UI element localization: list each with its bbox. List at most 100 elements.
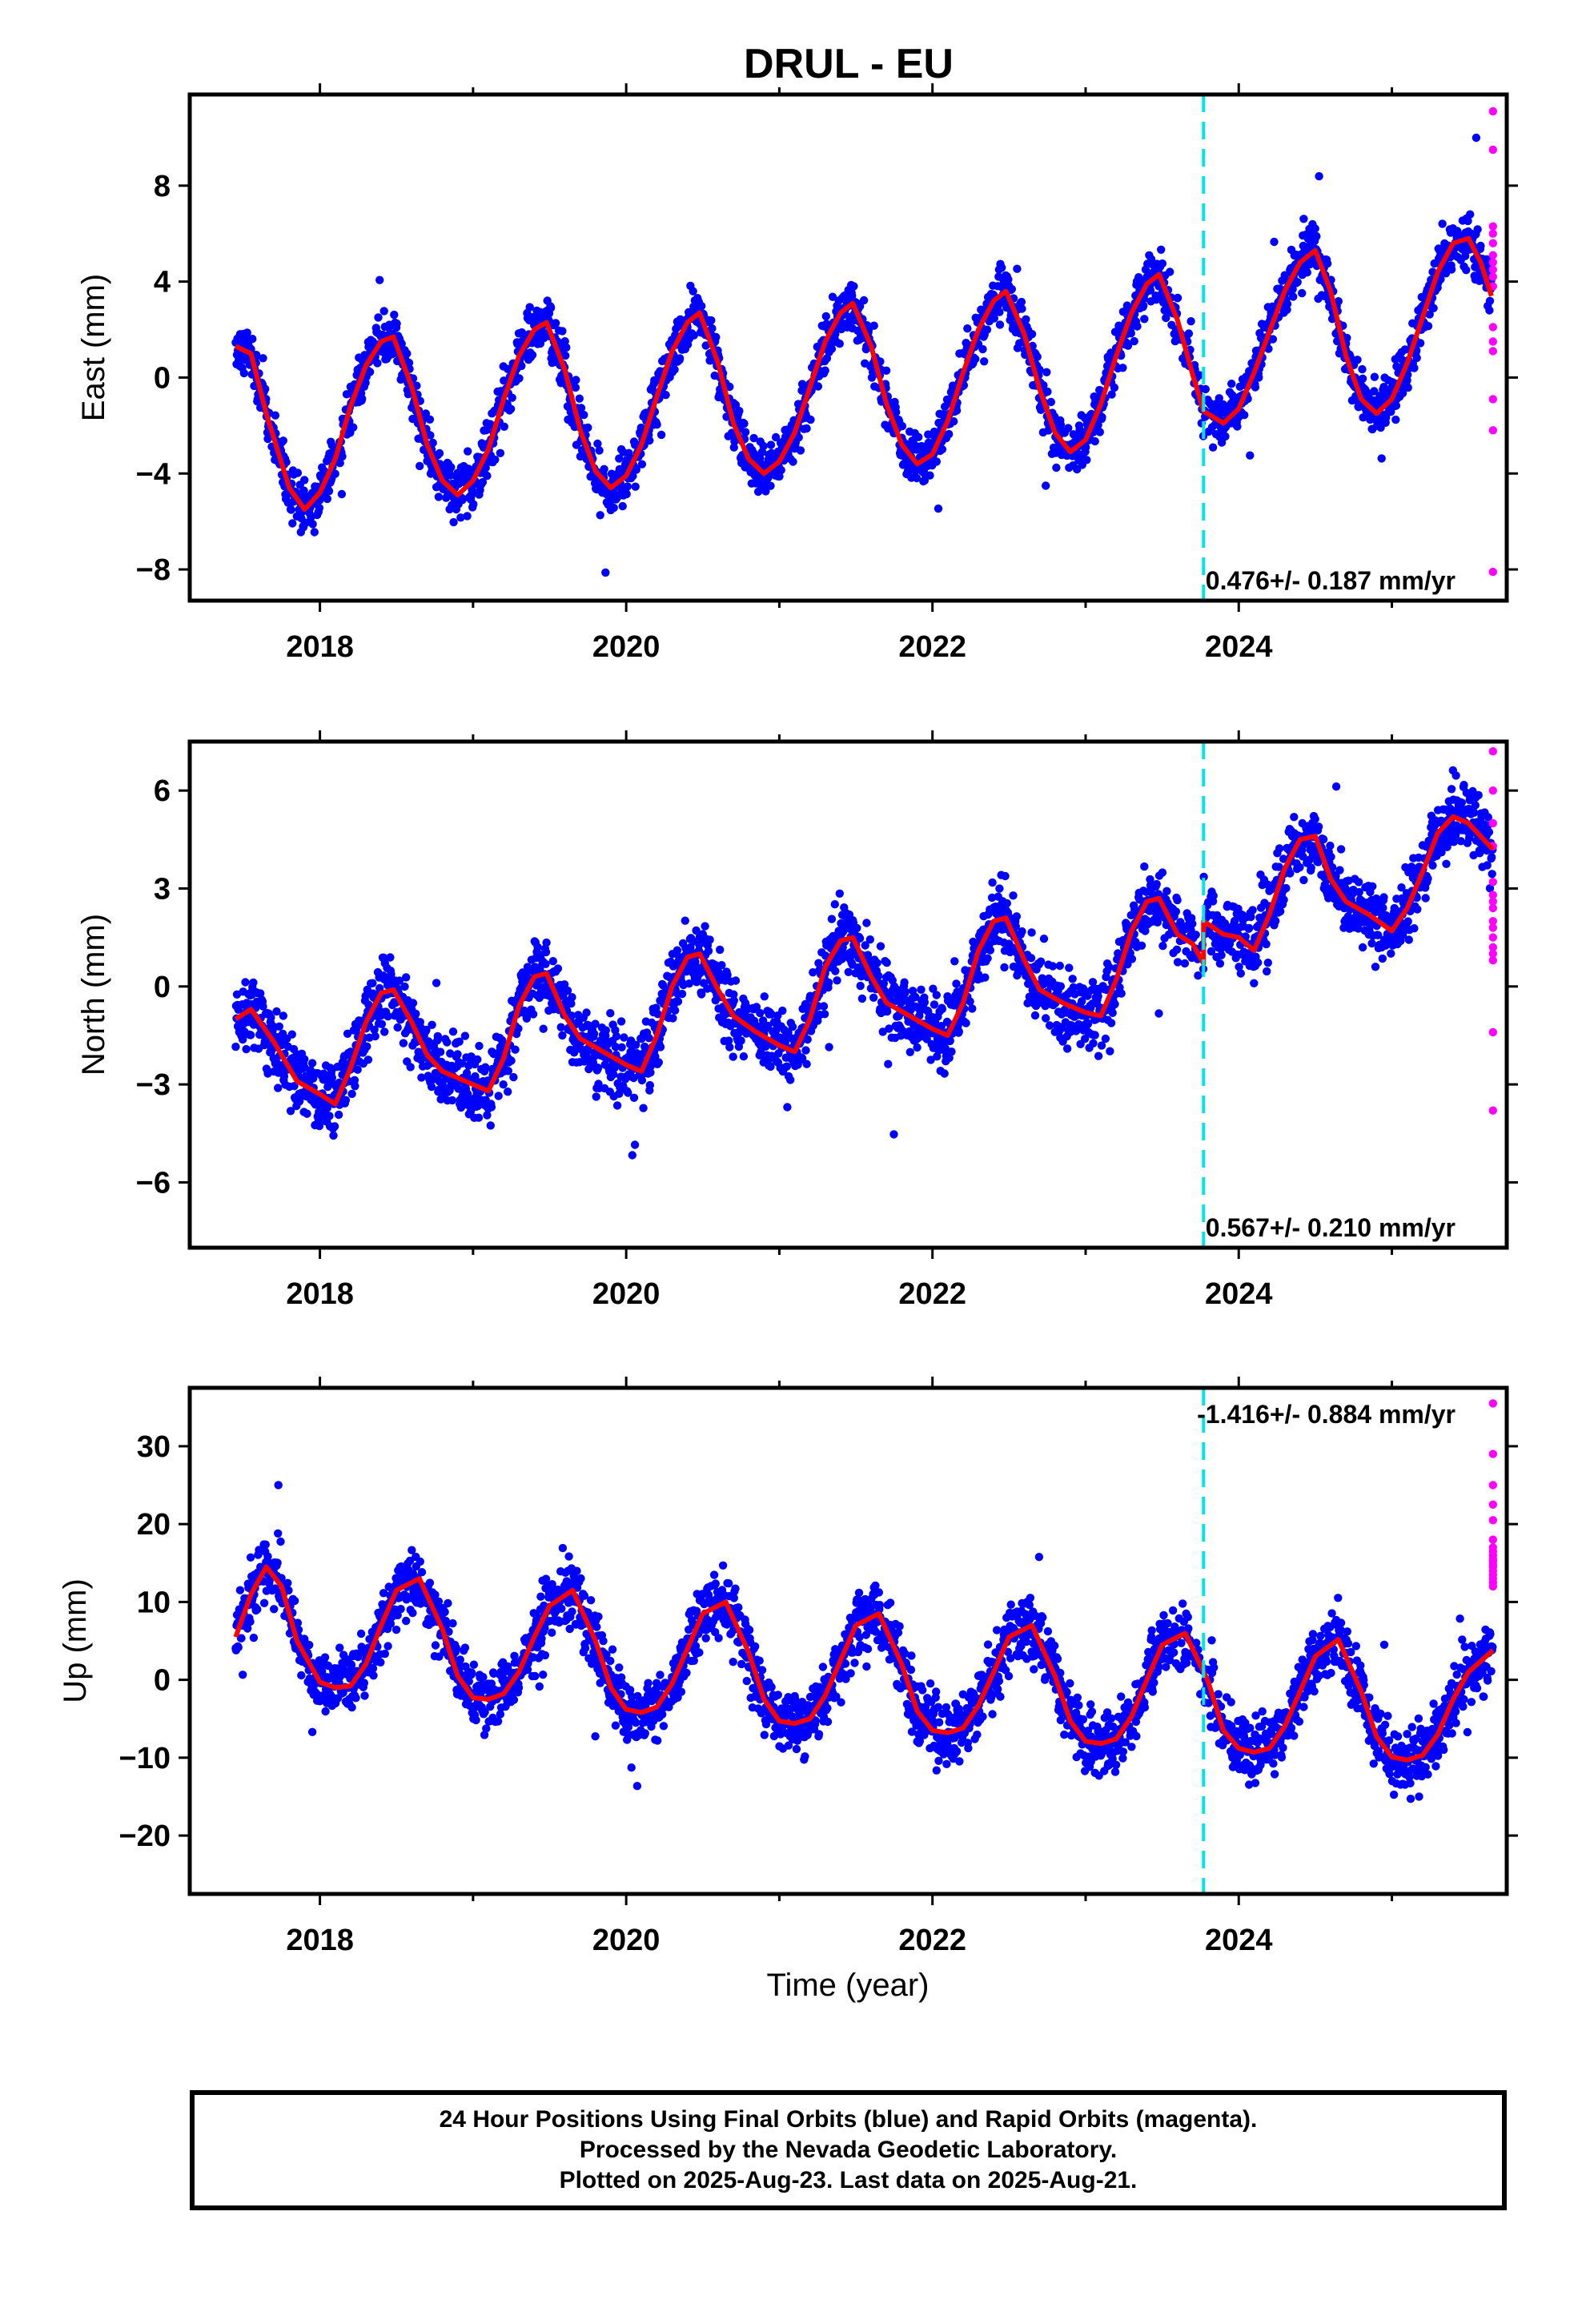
final-orbit-point [609, 1070, 618, 1079]
x-tick-label: 2018 [286, 630, 354, 664]
final-orbit-point [874, 971, 883, 980]
final-orbit-point [653, 1010, 662, 1019]
final-orbit-point [963, 324, 972, 333]
final-orbit-point [1370, 387, 1379, 396]
final-orbit-point [287, 1030, 296, 1039]
final-orbit-point [617, 1043, 626, 1052]
final-orbit-point [876, 942, 885, 951]
final-orbit-point [1154, 1009, 1163, 1018]
final-orbit-point [1152, 879, 1161, 889]
final-orbit-point [835, 340, 845, 348]
final-orbit-point [1080, 1035, 1090, 1043]
final-orbit-point [1270, 237, 1279, 247]
final-orbit-point [324, 487, 334, 496]
final-orbit-point [764, 1021, 773, 1031]
final-orbit-point [929, 984, 938, 993]
final-orbit-point [546, 304, 556, 312]
final-orbit-point [1106, 1019, 1116, 1027]
final-orbit-point [756, 1008, 765, 1018]
final-orbit-point [689, 287, 697, 296]
final-orbit-point [584, 423, 592, 432]
final-orbit-point [821, 312, 831, 321]
final-orbit-point [571, 383, 580, 392]
final-orbit-point [940, 1069, 949, 1078]
final-orbit-point [708, 324, 717, 333]
final-orbit-point [632, 465, 640, 474]
final-orbit-point [689, 331, 698, 340]
final-orbit-point [844, 967, 853, 977]
final-orbit-point [669, 1014, 677, 1023]
final-orbit-point [562, 343, 571, 352]
final-orbit-point [558, 1031, 567, 1040]
y-tick-label: −4 [136, 457, 171, 491]
final-orbit-point [591, 1019, 600, 1028]
final-orbit-point [346, 1047, 355, 1056]
final-orbit-point [892, 408, 901, 416]
final-orbit-point [988, 878, 997, 887]
final-orbit-point [473, 1055, 482, 1064]
final-orbit-point [938, 1004, 947, 1014]
final-orbit-point [912, 473, 921, 483]
final-orbit-point [412, 381, 421, 390]
final-orbit-point [436, 1047, 445, 1056]
final-orbit-point [1476, 241, 1485, 251]
final-orbit-point [786, 1076, 795, 1084]
final-orbit-point [1107, 390, 1116, 399]
final-orbit-point [1013, 264, 1022, 273]
final-orbit-point [934, 504, 943, 513]
final-orbit-point [1311, 224, 1319, 233]
final-orbit-point [737, 1036, 745, 1045]
final-orbit-point [469, 500, 478, 509]
final-orbit-point [731, 976, 741, 985]
final-orbit-point [1298, 288, 1307, 298]
final-orbit-point [1425, 310, 1434, 319]
final-orbit-point [1002, 899, 1012, 908]
final-orbit-point [231, 1042, 240, 1051]
final-orbit-point [248, 335, 257, 344]
final-orbit-point [945, 429, 954, 439]
final-orbit-point [1343, 333, 1351, 343]
final-orbit-point [636, 423, 645, 432]
final-orbit-point [1042, 481, 1050, 490]
final-orbit-point [1068, 975, 1077, 983]
final-orbit-point [670, 365, 679, 374]
final-orbit-point [697, 302, 706, 311]
final-orbit-point [507, 1056, 516, 1065]
final-orbit-point [882, 959, 891, 967]
final-orbit-point [830, 900, 840, 909]
final-orbit-point [315, 504, 324, 513]
final-orbit-point [624, 448, 633, 457]
final-orbit-point [533, 943, 542, 952]
y-axis-label: East (mm) [76, 274, 111, 421]
rapid-orbit-point [1488, 395, 1498, 404]
final-orbit-point [1208, 443, 1218, 452]
final-orbit-point [671, 1006, 680, 1015]
final-orbit-point [1186, 317, 1195, 326]
final-orbit-point [592, 1092, 600, 1101]
final-orbit-point [914, 432, 923, 441]
final-orbit-point [448, 1027, 458, 1036]
final-orbit-point [1215, 394, 1224, 403]
final-orbit-point [752, 1003, 761, 1011]
final-orbit-point [1162, 313, 1170, 323]
final-orbit-point [417, 1073, 426, 1082]
final-orbit-point [1043, 387, 1052, 396]
final-orbit-point [692, 926, 701, 935]
final-orbit-point [1391, 401, 1401, 410]
final-orbit-point [835, 889, 845, 899]
final-orbit-point [712, 332, 721, 342]
final-orbit-point [1065, 963, 1074, 972]
final-orbit-point [628, 1151, 636, 1160]
final-orbit-point [300, 1055, 309, 1063]
final-orbit-point [1009, 891, 1018, 900]
final-orbit-point [243, 328, 251, 337]
final-orbit-point [725, 1043, 734, 1051]
final-orbit-point [775, 472, 784, 481]
final-orbit-point [239, 1035, 247, 1044]
final-orbit-point [279, 436, 287, 445]
final-orbit-point [741, 428, 750, 436]
final-orbit-point [1118, 364, 1127, 372]
final-orbit-point [358, 394, 367, 404]
final-orbit-point [329, 1131, 338, 1140]
